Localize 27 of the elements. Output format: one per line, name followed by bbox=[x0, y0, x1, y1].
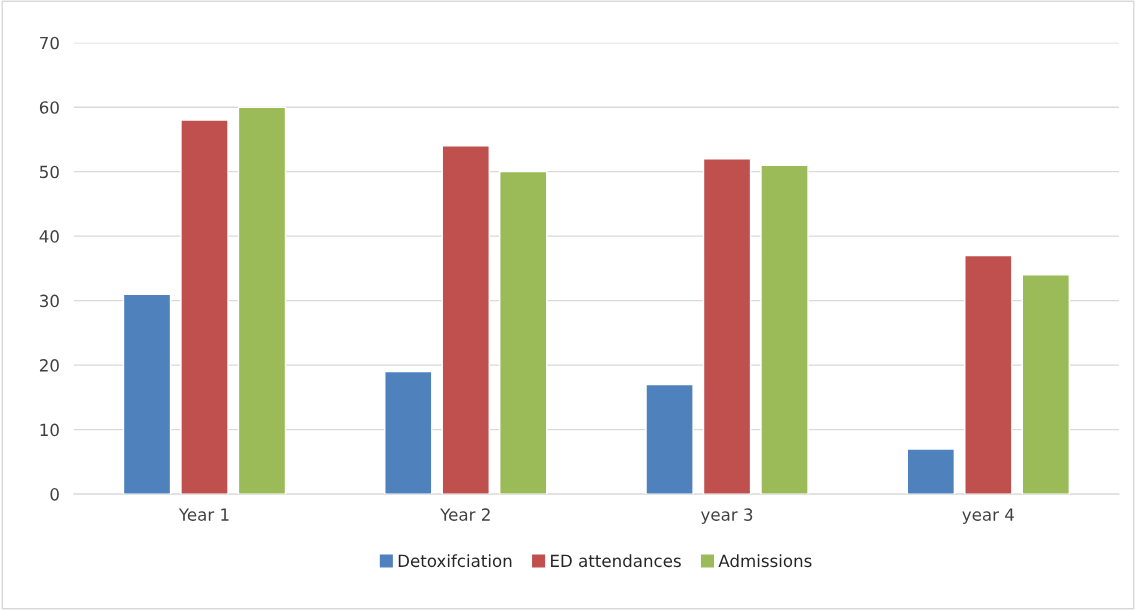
y-tick-label: 40 bbox=[39, 230, 59, 243]
bar bbox=[1021, 274, 1071, 495]
legend-label: Detoxifciation bbox=[398, 554, 512, 568]
bar bbox=[645, 383, 694, 495]
x-tick-label: Year 1 bbox=[178, 508, 229, 521]
legend-label: Admissions bbox=[718, 554, 812, 568]
legend-label: ED attendances bbox=[551, 554, 681, 568]
y-tick-label: 60 bbox=[39, 101, 59, 114]
y-tick-label: 0 bbox=[50, 488, 59, 501]
bar bbox=[180, 119, 229, 495]
x-tick-label: year 3 bbox=[700, 508, 753, 525]
bar bbox=[237, 106, 287, 495]
y-tick-label: 30 bbox=[40, 294, 59, 308]
bar bbox=[499, 170, 548, 495]
bar bbox=[122, 293, 172, 495]
bar bbox=[906, 448, 956, 495]
bar bbox=[760, 164, 809, 495]
y-tick-label: 20 bbox=[39, 359, 59, 372]
bar bbox=[384, 370, 433, 495]
y-tick-label: 50 bbox=[40, 165, 59, 179]
bar bbox=[702, 158, 752, 495]
y-tick-label: 10 bbox=[40, 423, 59, 437]
y-tick-label: 70 bbox=[40, 36, 59, 50]
bar bbox=[441, 145, 490, 495]
x-tick-label: Year 2 bbox=[440, 508, 490, 521]
bar bbox=[964, 254, 1013, 495]
x-tick-label: year 4 bbox=[962, 508, 1014, 525]
